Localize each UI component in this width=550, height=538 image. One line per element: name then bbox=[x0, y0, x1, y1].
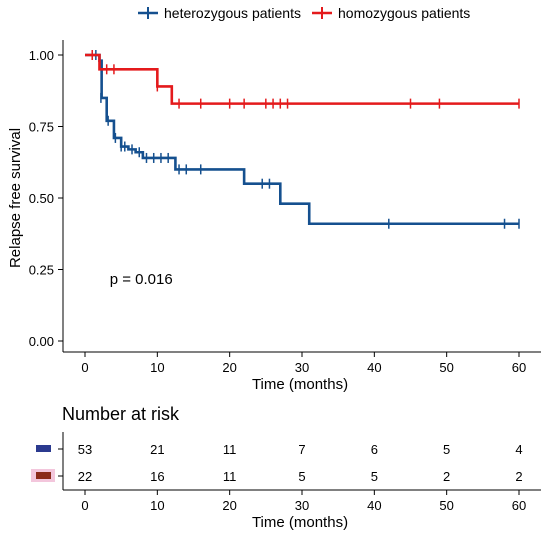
y-tick-label: 1.00 bbox=[29, 48, 54, 63]
risk-count: 22 bbox=[78, 469, 92, 484]
y-tick-label: 0.00 bbox=[29, 334, 54, 349]
risk-table-title: Number at risk bbox=[62, 404, 180, 424]
legend: heterozygous patients homozygous patient… bbox=[138, 5, 470, 21]
risk-x-tick-label: 30 bbox=[295, 498, 309, 513]
x-tick-label: 60 bbox=[512, 360, 526, 375]
risk-count: 6 bbox=[371, 442, 378, 457]
risk-count: 5 bbox=[298, 469, 305, 484]
legend-label-homozygous: homozygous patients bbox=[338, 5, 470, 21]
risk-x-tick-label: 40 bbox=[367, 498, 381, 513]
risk-x-tick-label: 10 bbox=[150, 498, 164, 513]
risk-x-tick-label: 20 bbox=[222, 498, 236, 513]
risk-x-tick-label: 60 bbox=[512, 498, 526, 513]
p-value-annotation: p = 0.016 bbox=[110, 271, 173, 288]
risk-table-x-axis-label: Time (months) bbox=[252, 514, 348, 531]
risk-count: 4 bbox=[515, 442, 522, 457]
risk-count: 7 bbox=[298, 442, 305, 457]
y-ticks: 0.00 0.25 0.50 0.75 1.00 bbox=[29, 48, 63, 349]
risk-table-rows: 53 21 11 7 6 5 422 16 11 5 5 2 2 bbox=[31, 442, 523, 484]
legend-label-heterozygous: heterozygous patients bbox=[164, 5, 301, 21]
risk-table: Number at risk 53 21 11 7 6 5 422 16 11 5 5 2 2 0 10 2… bbox=[31, 404, 541, 531]
risk-count: 11 bbox=[223, 442, 237, 457]
risk-count: 5 bbox=[371, 469, 378, 484]
x-tick-label: 20 bbox=[222, 360, 236, 375]
risk-count: 16 bbox=[150, 469, 164, 484]
x-tick-label: 0 bbox=[81, 360, 88, 375]
legend-item-homozygous: homozygous patients bbox=[312, 5, 470, 21]
x-tick-label: 40 bbox=[367, 360, 381, 375]
x-axis-label: Time (months) bbox=[252, 376, 348, 393]
risk-swatch bbox=[36, 472, 51, 479]
risk-count: 5 bbox=[443, 442, 450, 457]
risk-swatch bbox=[36, 445, 51, 452]
y-axis-label: Relapse free survival bbox=[7, 128, 24, 268]
legend-item-heterozygous: heterozygous patients bbox=[138, 5, 301, 21]
x-tick-label: 30 bbox=[295, 360, 309, 375]
risk-count: 2 bbox=[515, 469, 522, 484]
risk-x-tick-label: 0 bbox=[81, 498, 88, 513]
survival-plot: 0.00 0.25 0.50 0.75 1.00 0 10 20 30 40 50 60 Relap… bbox=[7, 40, 541, 393]
risk-x-tick-label: 50 bbox=[439, 498, 453, 513]
survival-curve-homozygous bbox=[85, 53, 519, 105]
survival-curves bbox=[85, 50, 520, 229]
y-tick-label: 0.50 bbox=[29, 191, 54, 206]
y-tick-label: 0.75 bbox=[29, 120, 54, 135]
risk-table-x-ticks: 0 10 20 30 40 50 60 bbox=[81, 490, 526, 513]
risk-count: 21 bbox=[150, 442, 164, 457]
risk-count: 53 bbox=[78, 442, 92, 457]
risk-count: 11 bbox=[223, 469, 237, 484]
survival-curve-heterozygous bbox=[85, 53, 519, 226]
x-tick-label: 10 bbox=[150, 360, 164, 375]
x-tick-label: 50 bbox=[439, 360, 453, 375]
y-tick-label: 0.25 bbox=[29, 263, 54, 278]
x-ticks: 0 10 20 30 40 50 60 bbox=[81, 352, 526, 375]
risk-count: 2 bbox=[443, 469, 450, 484]
